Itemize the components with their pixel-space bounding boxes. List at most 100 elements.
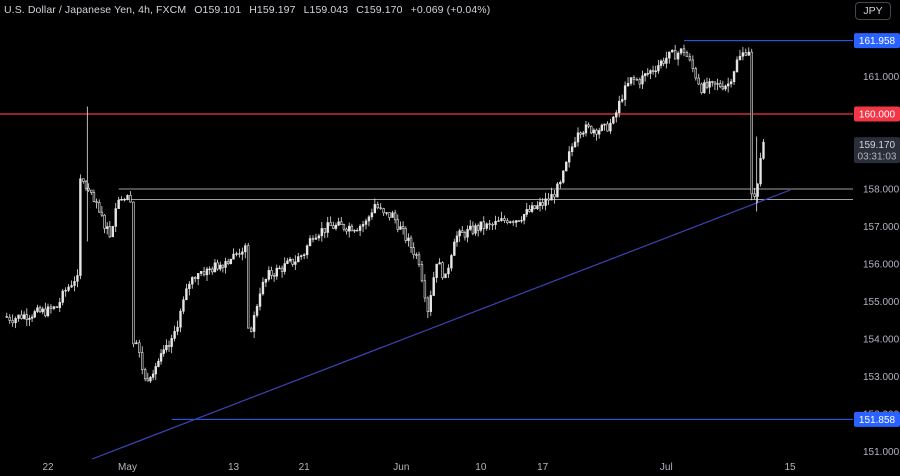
candle-body bbox=[649, 70, 652, 74]
candle-body bbox=[494, 221, 497, 225]
candle-body bbox=[132, 201, 135, 345]
candle-body bbox=[208, 268, 211, 271]
candle-body bbox=[385, 212, 388, 214]
candle-body bbox=[606, 123, 609, 132]
candle-body bbox=[300, 255, 303, 257]
candle-body bbox=[615, 112, 618, 118]
candle-body bbox=[708, 81, 711, 88]
candle-body bbox=[455, 235, 459, 243]
candle-body bbox=[367, 216, 371, 222]
symbol-info-bar: U.S. Dollar / Japanese Yen, 4h, FXCM O15… bbox=[4, 4, 495, 16]
candle-body bbox=[530, 205, 534, 212]
candle-body bbox=[176, 326, 179, 332]
candle-body bbox=[14, 318, 17, 324]
resistance-tag-bg bbox=[854, 106, 900, 122]
candle-body bbox=[597, 130, 601, 135]
candle-body bbox=[497, 220, 500, 222]
candle-body bbox=[688, 56, 692, 61]
candle-body bbox=[759, 158, 762, 185]
candle-body bbox=[58, 302, 61, 308]
candle-body bbox=[270, 270, 273, 276]
candle-body bbox=[482, 221, 485, 229]
candle-body bbox=[632, 77, 636, 80]
candle-body bbox=[191, 277, 194, 285]
candle-body bbox=[500, 218, 503, 222]
candle-body bbox=[685, 52, 689, 57]
candle-body bbox=[278, 267, 281, 270]
candle-body bbox=[202, 271, 206, 276]
candle-body bbox=[533, 205, 536, 209]
candle-body bbox=[582, 132, 585, 135]
candle-body bbox=[417, 254, 421, 265]
candle-body bbox=[255, 306, 259, 316]
candle-body bbox=[682, 48, 686, 53]
low-level-tag: 151.858 bbox=[859, 415, 896, 426]
candle-body bbox=[423, 280, 427, 299]
candle-body bbox=[302, 254, 306, 256]
time-tick-label: Jun bbox=[393, 462, 409, 473]
price-tick-label: 151.000 bbox=[863, 447, 900, 458]
candle-body bbox=[750, 51, 753, 195]
candle-body bbox=[25, 314, 28, 320]
horizontal-levels bbox=[0, 40, 853, 460]
last-price-tag-bg bbox=[854, 137, 900, 164]
candle-body bbox=[721, 86, 725, 90]
candle-body bbox=[117, 199, 120, 209]
candle-body bbox=[55, 306, 59, 308]
candle-body bbox=[151, 373, 155, 378]
candle-body bbox=[506, 220, 509, 223]
time-axis: 22 May 13 21 Jun 10 17 Jul 15 bbox=[42, 462, 796, 473]
candle-body bbox=[590, 125, 593, 134]
candle-body bbox=[612, 116, 615, 124]
candle-body bbox=[522, 214, 526, 221]
candle-body bbox=[20, 314, 23, 319]
currency-button[interactable]: JPY bbox=[855, 2, 891, 20]
time-tick-label: 21 bbox=[299, 462, 311, 473]
candle-body bbox=[64, 289, 67, 292]
candle-body bbox=[629, 77, 633, 84]
candle-body bbox=[550, 194, 553, 201]
candle-body bbox=[79, 178, 82, 276]
candle-body bbox=[120, 199, 123, 201]
candle-body bbox=[469, 225, 472, 230]
candle-body bbox=[342, 224, 346, 230]
candle-body bbox=[641, 75, 644, 85]
candle-body bbox=[185, 288, 188, 301]
price-tick-label: 153.000 bbox=[863, 372, 900, 383]
candle-body bbox=[205, 268, 209, 276]
candle-body bbox=[154, 366, 157, 375]
candle-body bbox=[565, 161, 568, 172]
candle-body bbox=[713, 81, 717, 85]
candle-body bbox=[170, 338, 173, 347]
candle-body bbox=[135, 342, 138, 345]
price-tick-label: 155.000 bbox=[863, 297, 900, 308]
candle-body bbox=[729, 81, 733, 85]
candle-body bbox=[22, 314, 26, 319]
candle-body bbox=[261, 281, 265, 295]
candle-body bbox=[373, 204, 377, 214]
high-value: H159.197 bbox=[249, 4, 296, 16]
candle-body bbox=[199, 271, 203, 274]
candle-body bbox=[587, 124, 590, 127]
candle-body bbox=[438, 262, 441, 265]
candle-body bbox=[238, 253, 241, 255]
open-value: O159.101 bbox=[194, 4, 242, 16]
candle-body bbox=[579, 132, 582, 135]
candle-body bbox=[429, 295, 432, 312]
candle-body bbox=[744, 52, 748, 56]
candle-body bbox=[665, 57, 668, 64]
candle-body bbox=[173, 331, 176, 339]
candle-body bbox=[361, 224, 365, 227]
candle-body bbox=[157, 360, 160, 367]
candle-body bbox=[247, 245, 250, 329]
candle-body bbox=[528, 209, 531, 212]
candle-body bbox=[345, 228, 348, 232]
candle-body bbox=[337, 221, 340, 226]
time-tick-label: May bbox=[118, 462, 137, 473]
candle-body bbox=[762, 141, 765, 159]
candle-body bbox=[700, 83, 703, 94]
candle-body bbox=[536, 205, 539, 209]
candle-body bbox=[679, 48, 683, 54]
last-price-tag: 159.170 bbox=[859, 140, 896, 151]
